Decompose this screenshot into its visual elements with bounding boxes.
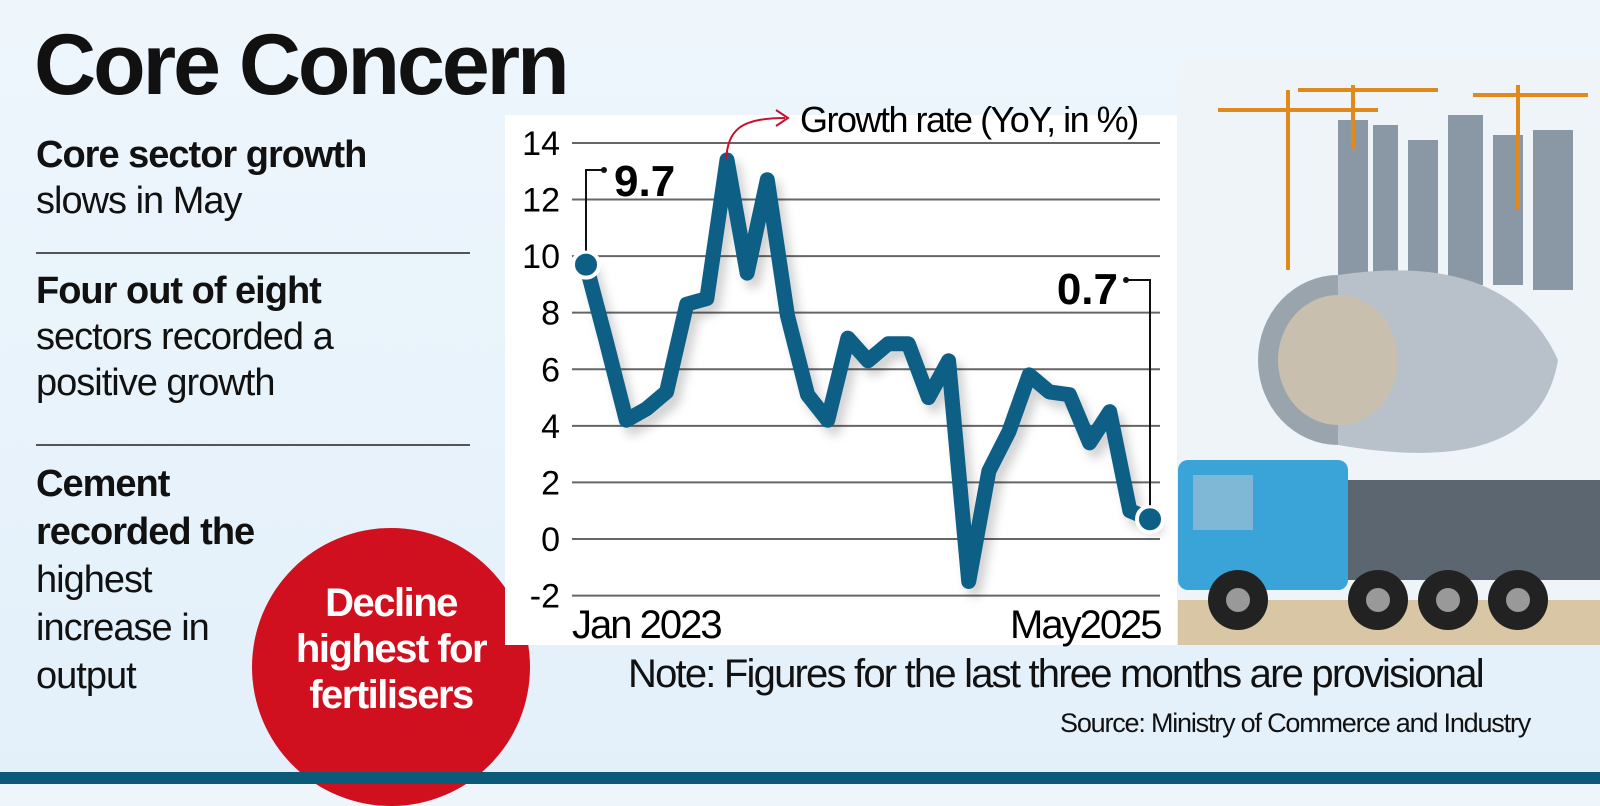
line-chart: 14 12 10 8 6 4 2 0 -2 9.7 0.7 Jan 2023 May2025 Gr… (522, 99, 1165, 647)
legend-label: Growth rate (YoY, in %) (800, 99, 1138, 140)
source-text: Source: Ministry of Commerce and Industr… (1060, 708, 1531, 738)
y-tick-label: 12 (522, 182, 560, 220)
legend-arrow (725, 117, 786, 161)
y-tick-label: -2 (530, 578, 560, 616)
callout-circle: Decline highest for fertilisers (252, 528, 530, 806)
data-point (571, 249, 601, 280)
point-2: Four out of eight sectors recorded a posi… (36, 270, 334, 404)
data-point (1135, 504, 1165, 535)
annotation-leader (1126, 279, 1151, 506)
y-tick-label: 2 (541, 464, 560, 502)
annotation-label: 0.7 (1057, 265, 1118, 314)
y-tick-label: 0 (541, 521, 560, 559)
x-tick-label: May2025 (1010, 603, 1161, 647)
construction-illustration (1178, 60, 1600, 645)
annotation-label: 9.7 (614, 157, 675, 206)
page-title: Core Concern (34, 17, 570, 113)
y-tick-label: 8 (541, 295, 560, 333)
divider (36, 252, 470, 254)
note-text: Note: Figures for the last three months … (628, 652, 1485, 696)
divider (36, 444, 470, 446)
x-tick-label: Jan 2023 (572, 603, 721, 647)
y-tick-label: 14 (522, 125, 560, 163)
y-tick-label: 4 (541, 408, 560, 446)
y-tick-label: 6 (541, 351, 560, 389)
footer-bar (0, 772, 1600, 784)
point-1: Core sector growth slows in May (36, 134, 367, 222)
point-3: Cement recorded the highest increase in … (36, 463, 255, 697)
annotation-leader (585, 169, 604, 251)
y-tick-label: 10 (522, 238, 560, 276)
series-line (578, 152, 1158, 589)
